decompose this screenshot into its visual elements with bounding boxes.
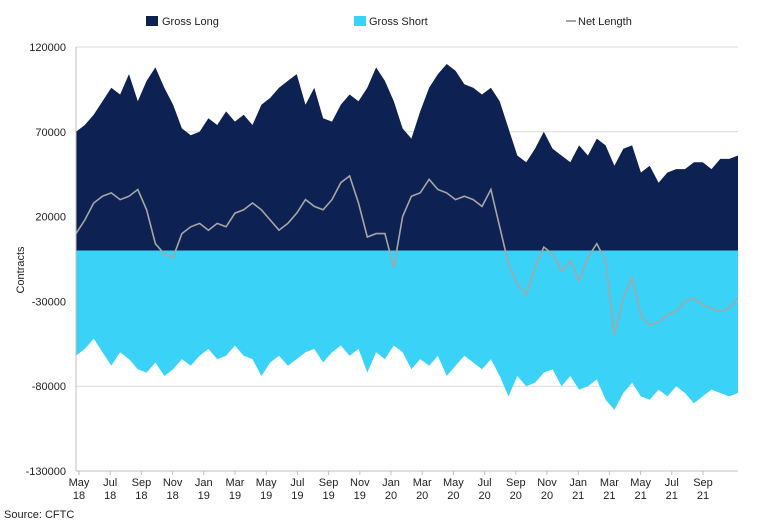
y-axis-ticks: 120000 70000 20000 -30000 -80000 -130000: [26, 42, 66, 478]
legend-label-net-length: Net Length: [578, 16, 632, 28]
x-tick-month: Sep: [506, 477, 526, 489]
x-tick-year: 21: [572, 490, 584, 502]
x-tick-year: 21: [603, 490, 615, 502]
x-tick-month: Jan: [382, 477, 400, 489]
area-gross-short: [76, 250, 738, 410]
legend: Gross Long Gross Short Net Length: [146, 16, 632, 28]
x-tick-month: Jul: [478, 477, 492, 489]
x-tick-month: Nov: [163, 477, 183, 489]
x-tick-year: 19: [198, 490, 210, 502]
y-tick-label: -130000: [26, 466, 66, 478]
x-tick-month: May: [69, 477, 90, 489]
x-tick-year: 20: [447, 490, 459, 502]
x-tick-year: 20: [541, 490, 553, 502]
x-tick-year: 18: [135, 490, 147, 502]
y-tick-label: -80000: [32, 381, 66, 393]
x-tick-year: 21: [634, 490, 646, 502]
x-tick-year: 18: [104, 490, 116, 502]
x-tick-year: 19: [322, 490, 334, 502]
y-tick-label: 20000: [35, 212, 66, 224]
x-tick-month: Mar: [600, 477, 619, 489]
axes: [75, 47, 738, 472]
x-tick-month: Nov: [537, 477, 557, 489]
x-tick-year: 19: [354, 490, 366, 502]
area-gross-long: [76, 64, 738, 251]
x-tick-year: 20: [416, 490, 428, 502]
x-tick-month: May: [630, 477, 651, 489]
x-tick-year: 20: [510, 490, 522, 502]
x-tick-year: 18: [73, 490, 85, 502]
x-tick-month: May: [443, 477, 464, 489]
plot-area: [75, 64, 739, 410]
source-note: Source: CFTC: [4, 509, 74, 521]
x-tick-month: Sep: [693, 477, 713, 489]
x-tick-year: 19: [291, 490, 303, 502]
x-tick-year: 20: [385, 490, 397, 502]
x-tick-month: Nov: [350, 477, 370, 489]
y-tick-label: 120000: [29, 42, 66, 54]
x-tick-month: Jul: [665, 477, 679, 489]
x-tick-year: 19: [260, 490, 272, 502]
x-tick-year: 18: [166, 490, 178, 502]
x-tick-year: 19: [229, 490, 241, 502]
y-tick-label: -30000: [32, 296, 66, 308]
legend-swatch-gross-short: [354, 16, 366, 26]
x-tick-year: 21: [666, 490, 678, 502]
legend-label-gross-long: Gross Long: [162, 16, 219, 28]
x-axis-ticks: May18Jul18Sep18Nov18Jan19Mar19May19Jul19…: [69, 471, 713, 502]
y-tick-label: 70000: [35, 127, 66, 139]
x-tick-month: Jul: [290, 477, 304, 489]
x-tick-month: Jan: [195, 477, 213, 489]
x-tick-year: 20: [478, 490, 490, 502]
legend-swatch-gross-long: [146, 16, 158, 26]
x-tick-month: Jul: [103, 477, 117, 489]
y-axis-label: Contracts: [15, 246, 27, 294]
x-tick-month: Sep: [132, 477, 152, 489]
x-tick-month: May: [256, 477, 277, 489]
x-tick-month: Jan: [569, 477, 587, 489]
x-tick-month: Mar: [226, 477, 245, 489]
x-tick-month: Mar: [413, 477, 432, 489]
x-tick-year: 21: [697, 490, 709, 502]
legend-label-gross-short: Gross Short: [369, 16, 428, 28]
x-tick-month: Sep: [319, 477, 339, 489]
line-net-length: [75, 174, 739, 336]
